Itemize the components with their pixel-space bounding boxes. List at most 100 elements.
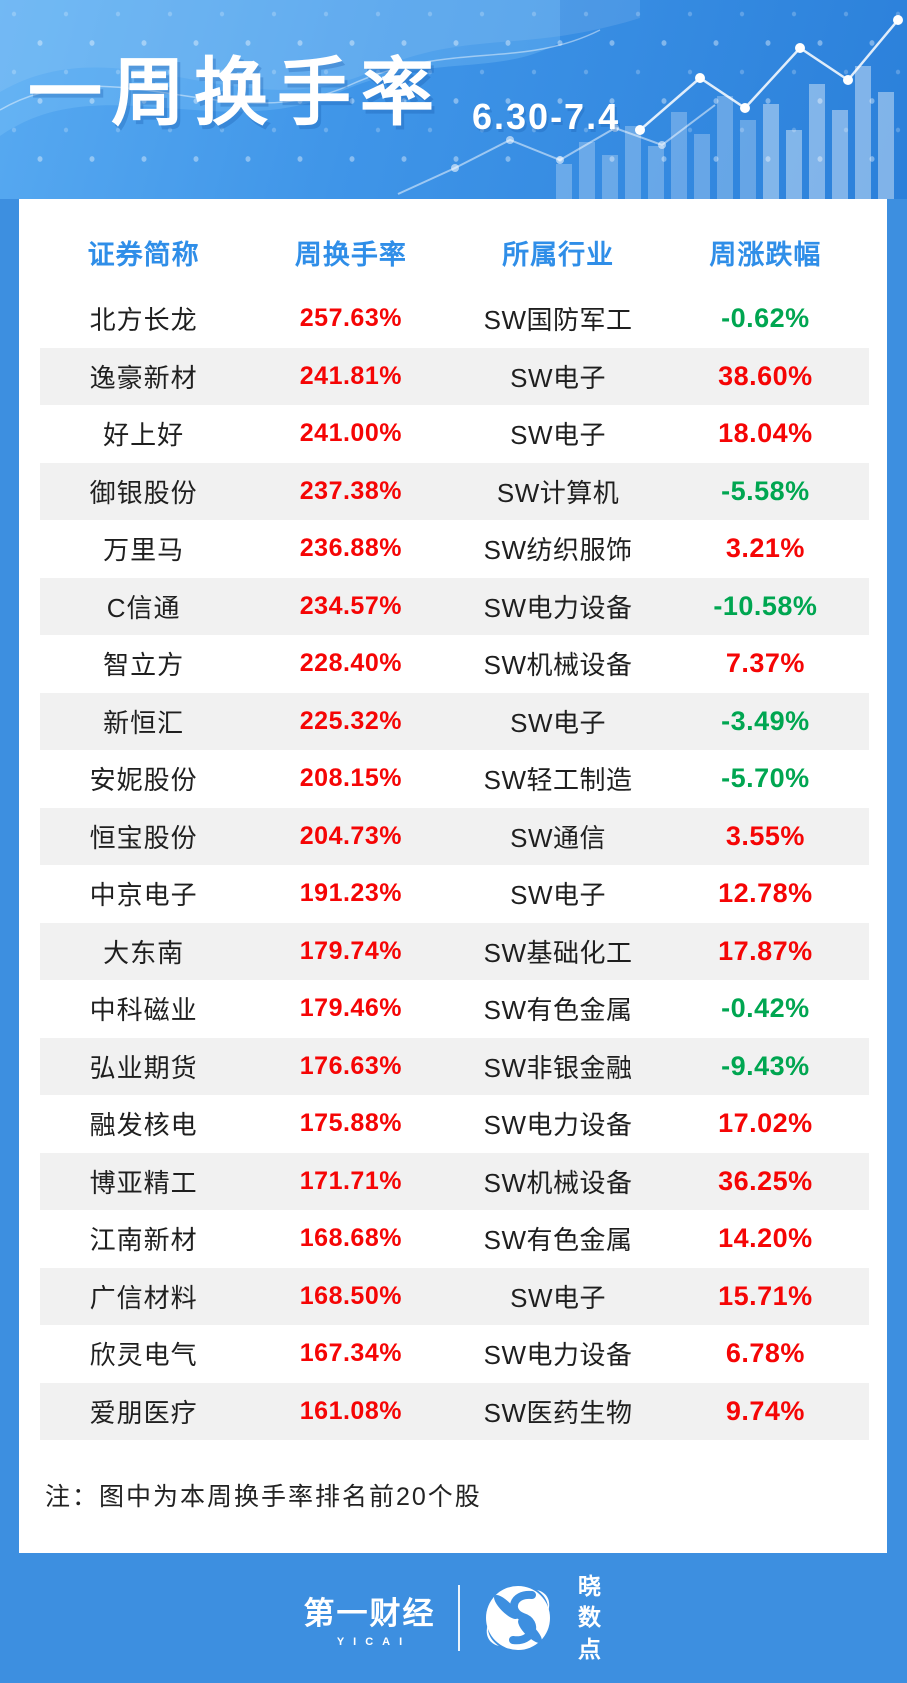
xiaoshudian-logo-icon — [485, 1586, 550, 1650]
turnover-value: 175.88% — [299, 1109, 402, 1138]
stock-name: 欣灵电气 — [89, 1340, 198, 1371]
page-title: 一周换手率 — [28, 51, 443, 134]
change-value: 38.60% — [718, 360, 813, 391]
stock-name: 北方长龙 — [89, 305, 198, 336]
turnover-value: 168.68% — [299, 1224, 402, 1253]
column-header-industry: 所属行业 — [502, 240, 615, 270]
industry-name: SW通信 — [510, 822, 607, 853]
column-header-change: 周涨跌幅 — [709, 240, 822, 270]
table-row: C信通 234.57% SW电力设备 -10.58% — [40, 577, 869, 635]
stock-name: 恒宝股份 — [89, 822, 198, 853]
change-value: 18.04% — [718, 418, 813, 449]
header-banner: 一周换手率 6.30-7.4 — [0, 0, 907, 199]
industry-name: SW轻工制造 — [483, 765, 633, 796]
stock-name: 弘业期货 — [89, 1052, 198, 1083]
change-value: -0.42% — [721, 993, 810, 1024]
table-row: 大东南 179.74% SW基础化工 17.87% — [40, 922, 869, 980]
stock-name: 智立方 — [103, 650, 185, 681]
change-value: 9.74% — [725, 1395, 805, 1426]
industry-name: SW电子 — [510, 1282, 607, 1313]
change-value: -0.62% — [721, 303, 810, 334]
stock-name: 新恒汇 — [103, 707, 185, 738]
turnover-value: 241.81% — [299, 361, 402, 390]
change-value: 12.78% — [718, 878, 813, 909]
turnover-value: 179.74% — [299, 936, 402, 965]
turnover-value: 208.15% — [299, 764, 402, 793]
industry-name: SW有色金属 — [483, 995, 633, 1026]
table-row: 江南新材 168.68% SW有色金属 14.20% — [40, 1210, 869, 1268]
table-row: 北方长龙 257.63% SW国防军工 -0.62% — [40, 290, 869, 348]
industry-name: SW机械设备 — [483, 1167, 633, 1198]
change-value: 17.02% — [718, 1108, 813, 1139]
industry-name: SW电子 — [510, 362, 607, 393]
turnover-value: 171.71% — [299, 1166, 402, 1195]
turnover-value: 168.50% — [299, 1281, 402, 1310]
industry-name: SW医药生物 — [483, 1397, 633, 1428]
turnover-value: 241.00% — [299, 419, 402, 448]
stock-name: 中京电子 — [89, 880, 198, 911]
industry-name: SW电力设备 — [483, 1110, 633, 1141]
stock-name: 万里马 — [103, 535, 185, 566]
industry-name: SW电子 — [510, 707, 607, 738]
industry-name: SW计算机 — [496, 477, 620, 508]
turnover-value: 167.34% — [299, 1339, 402, 1368]
date-range-label: 6.30-7.4 — [472, 96, 621, 137]
change-value: 6.78% — [725, 1338, 805, 1369]
change-value: 36.25% — [718, 1165, 813, 1196]
table-row: 欣灵电气 167.34% SW电力设备 6.78% — [40, 1325, 869, 1383]
stock-name: 中科磁业 — [89, 995, 198, 1026]
table-row: 弘业期货 176.63% SW非银金融 -9.43% — [40, 1037, 869, 1095]
stock-name: 博亚精工 — [89, 1167, 198, 1198]
industry-name: SW电力设备 — [483, 592, 633, 623]
stock-name: 好上好 — [103, 420, 185, 451]
stock-name: 安妮股份 — [89, 765, 198, 796]
stock-name: 逸豪新材 — [89, 362, 198, 393]
change-value: -5.58% — [721, 475, 810, 506]
yicai-logo-text: 第一财经 — [303, 1596, 436, 1631]
footer-bar: 第一财经 YICAI 晓数点 — [0, 1553, 907, 1683]
header-dot-pattern — [0, 6, 907, 176]
footer-divider — [457, 1585, 460, 1651]
turnover-value: 257.63% — [299, 304, 402, 333]
stock-name: 江南新材 — [89, 1225, 198, 1256]
table-row: 融发核电 175.88% SW电力设备 17.02% — [40, 1095, 869, 1153]
table-row: 爱朋医疗 161.08% SW医药生物 9.74% — [40, 1382, 869, 1440]
table-row: 逸豪新材 241.81% SW电子 38.60% — [40, 347, 869, 405]
change-value: 3.21% — [725, 533, 805, 564]
table-row: 博亚精工 171.71% SW机械设备 36.25% — [40, 1152, 869, 1210]
column-header-turnover: 周换手率 — [294, 240, 407, 270]
turnover-value: 228.40% — [299, 649, 402, 678]
header-chart-decoration — [397, 15, 903, 199]
table-header-row: 证券简称 周换手率 所属行业 周涨跌幅 — [40, 227, 869, 283]
yicai-logo: 第一财经 YICAI — [304, 1588, 436, 1648]
table-row: 中京电子 191.23% SW电子 12.78% — [40, 865, 869, 923]
table-row: 安妮股份 208.15% SW轻工制造 -5.70% — [40, 750, 869, 808]
column-header-stock: 证券简称 — [87, 240, 200, 270]
yicai-logo-latin: YICAI — [336, 1636, 412, 1648]
industry-name: SW机械设备 — [483, 650, 633, 681]
stock-name: 爱朋医疗 — [89, 1397, 198, 1428]
table-row: 好上好 241.00% SW电子 18.04% — [40, 405, 869, 463]
industry-name: SW电力设备 — [483, 1340, 633, 1371]
stock-name: 大东南 — [103, 937, 185, 968]
stock-name: 御银股份 — [89, 477, 198, 508]
turnover-value: 234.57% — [299, 591, 402, 620]
table-row: 御银股份 237.38% SW计算机 -5.58% — [40, 462, 869, 520]
industry-name: SW非银金融 — [483, 1052, 633, 1083]
turnover-value: 236.88% — [299, 534, 402, 563]
turnover-value: 237.38% — [299, 476, 402, 505]
turnover-value: 191.23% — [299, 879, 402, 908]
table-row: 新恒汇 225.32% SW电子 -3.49% — [40, 692, 869, 750]
change-value: -5.70% — [721, 763, 810, 794]
turnover-value: 176.63% — [299, 1051, 402, 1080]
change-value: 7.37% — [725, 648, 805, 679]
change-value: 3.55% — [725, 820, 805, 851]
table-row: 广信材料 168.50% SW电子 15.71% — [40, 1267, 869, 1325]
change-value: -10.58% — [713, 590, 818, 621]
turnover-value: 225.32% — [299, 706, 402, 735]
stock-name: 融发核电 — [89, 1110, 198, 1141]
industry-name: SW有色金属 — [483, 1225, 633, 1256]
stock-name: 广信材料 — [89, 1282, 198, 1313]
change-value: 17.87% — [718, 935, 813, 966]
footnote: 注：图中为本周换手率排名前20个股 — [45, 1483, 482, 1511]
